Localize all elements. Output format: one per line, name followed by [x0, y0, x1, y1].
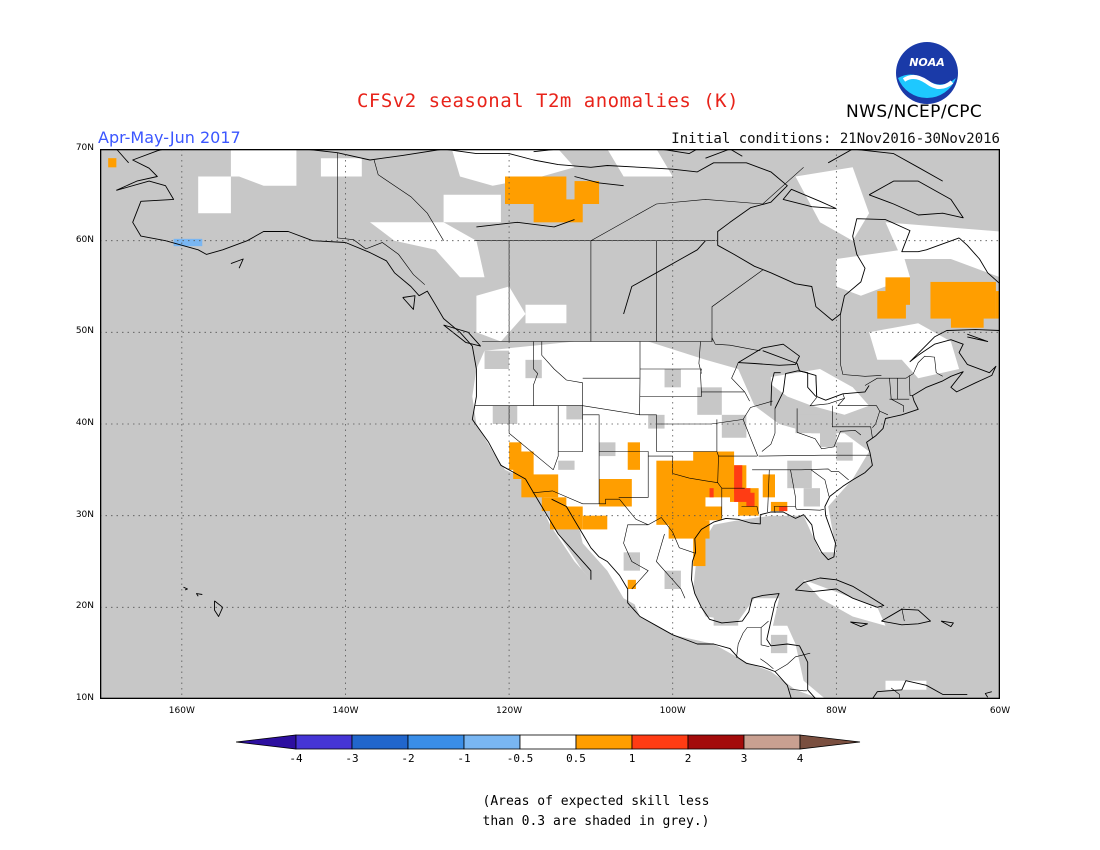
colorbar-swatch [799, 734, 861, 750]
skill-note-line-1: (Areas of expected skill less [482, 794, 710, 809]
anomaly-cell [513, 451, 534, 479]
map-title: CFSv2 seasonal T2m anomalies (K) [356, 90, 740, 112]
anomaly-region-central-us [599, 442, 788, 589]
colorbar-label: -4 [289, 752, 303, 765]
colorbar [236, 734, 861, 750]
colorbar-swatch [236, 734, 297, 750]
anomaly-cell [734, 465, 743, 493]
colorbar-label: 2 [684, 752, 692, 765]
lat-label: 10N [75, 693, 94, 703]
anomaly-cell [599, 479, 632, 507]
anomaly-cell [697, 506, 722, 521]
political-borders [337, 152, 943, 699]
anomaly-cell [533, 199, 583, 223]
colorbar-label: -0.5 [506, 752, 534, 765]
colorbar-swatch [743, 734, 801, 750]
anomaly-cell [173, 238, 203, 247]
colorbar-label: 1 [628, 752, 636, 765]
anomaly-cell [693, 534, 706, 567]
anomaly-cell [746, 492, 755, 507]
colorbar-swatch [351, 734, 409, 750]
colorbar-swatch [463, 734, 521, 750]
anomaly-cell [877, 291, 906, 319]
anomaly-region-alaska-south [173, 238, 203, 247]
forecast-period: Apr-May-Jun 2017 [98, 128, 241, 147]
anomaly-region-southwest-us [509, 442, 608, 530]
anomaly-map [100, 149, 1000, 699]
lon-label: 60W [989, 706, 1011, 716]
anomaly-region-quebec-labrador [877, 277, 1000, 328]
anomaly-cell [108, 158, 117, 168]
anomaly-cell [582, 515, 608, 530]
lon-label: 100W [659, 706, 686, 716]
lat-label: 20N [75, 601, 94, 612]
lon-label: 80W [826, 706, 847, 716]
anomaly-cell [950, 309, 984, 328]
lat-label: 40N [75, 418, 94, 428]
lat-lon-grid [100, 149, 1000, 699]
colorbar-swatch [295, 734, 353, 750]
svg-text:NOAA: NOAA [909, 56, 945, 69]
colorbar-swatch [519, 734, 577, 750]
anomaly-cell [550, 506, 583, 530]
skill-note-line-2: than 0.3 are shaded in grey.) [482, 814, 710, 829]
anomaly-cell [709, 488, 714, 498]
map-frame [100, 149, 1000, 699]
lat-label: 30N [75, 509, 94, 520]
colorbar-label: 3 [740, 752, 748, 765]
lat-label: 70N [75, 143, 94, 153]
skill-note: (Areas of expected skill less than 0.3 a… [0, 792, 1100, 832]
colorbar-swatch [575, 734, 633, 750]
anomaly-region-western-alaska [108, 158, 117, 168]
colorbar-label: -1 [457, 752, 471, 765]
anomaly-cells [108, 158, 1000, 589]
lon-label: 140W [332, 706, 359, 716]
anomaly-cell [574, 181, 600, 204]
colorbar-label: 4 [796, 752, 804, 765]
anomaly-cell [779, 506, 788, 512]
colorbar-swatch [687, 734, 745, 750]
lat-label: 60N [75, 234, 94, 245]
anomaly-cell [521, 474, 559, 498]
anomaly-region-northwest-territories [505, 176, 600, 223]
colorbar-label: 0.5 [566, 752, 586, 765]
initial-conditions: Initial conditions: 21Nov2016-30Nov2016 [671, 131, 1000, 147]
anomaly-cell [995, 291, 1000, 319]
agency-label: NWS/NCEP/CPC [846, 102, 983, 122]
anomaly-region-mississippi-valley [709, 465, 788, 512]
lat-label: 50N [75, 326, 94, 337]
colorbar-swatch [631, 734, 689, 750]
anomaly-cell [627, 579, 636, 589]
colorbar-swatch [407, 734, 465, 750]
lon-label: 160W [168, 706, 195, 716]
colorbar-label: -2 [401, 752, 415, 765]
lon-label: 120W [496, 706, 523, 716]
colorbar-label: -3 [345, 752, 359, 765]
noaa-logo: NOAA [896, 42, 958, 104]
coastlines [116, 149, 1000, 699]
anomaly-cell [627, 442, 640, 470]
